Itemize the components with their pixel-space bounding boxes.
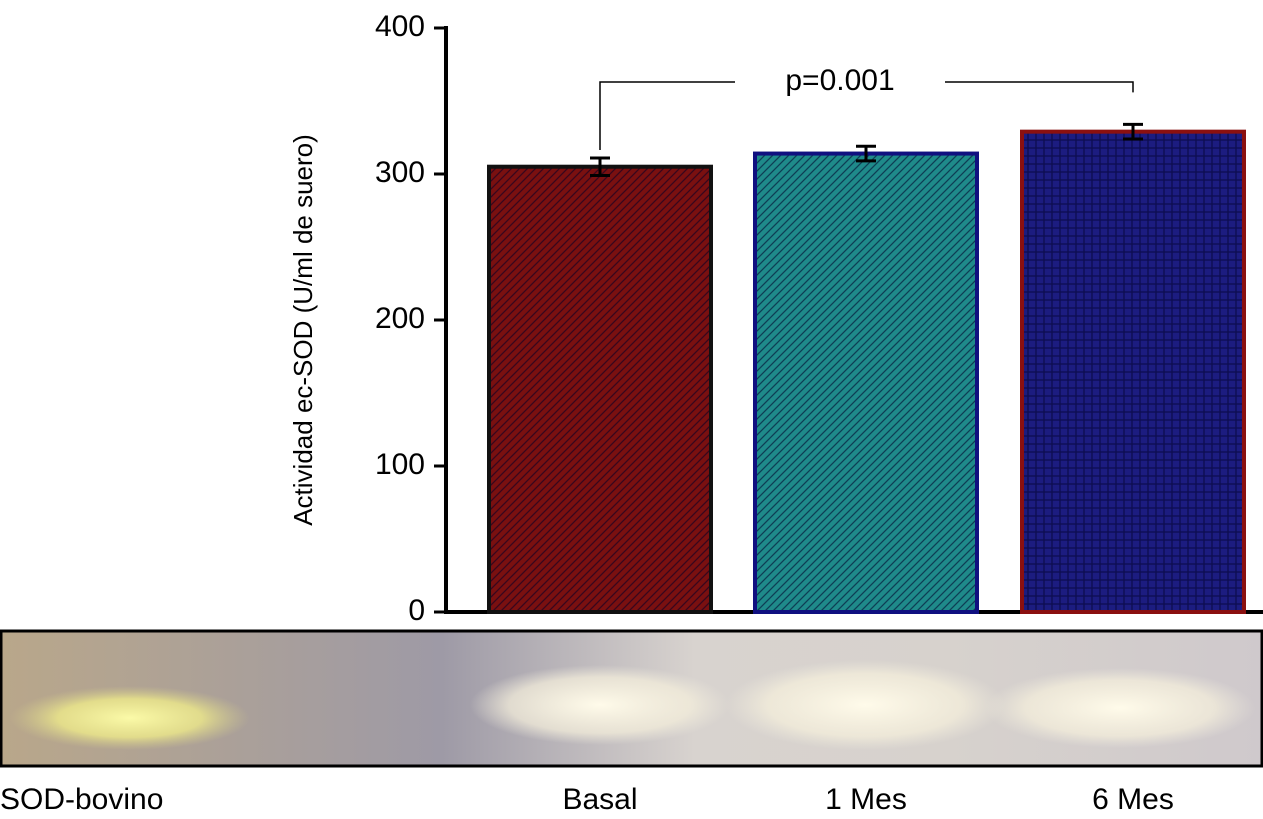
gel-lane-label: SOD-bovino [0, 783, 163, 816]
y-axis-title: Actividad ec-SOD (U/ml de suero) [288, 134, 318, 526]
bar [489, 167, 711, 612]
x-tick-label: Basal [562, 783, 637, 816]
x-tick-label: 1 Mes [825, 783, 907, 816]
bar [755, 154, 977, 612]
y-tick-label: 400 [375, 10, 425, 43]
y-tick-label: 300 [375, 156, 425, 189]
chart: Actividad ec-SOD (U/ml de suero) SOD-bov… [0, 0, 1263, 819]
annotation: p=0.001 [785, 64, 894, 97]
page: {"chart_data": {"type": "bar", "y_label"… [0, 0, 1263, 819]
y-tick-label: 200 [375, 302, 425, 335]
gel-image [1, 631, 1262, 766]
bar [1022, 132, 1244, 612]
y-tick-label: 100 [375, 448, 425, 481]
x-tick-label: 6 Mes [1092, 783, 1174, 816]
y-tick-label: 0 [408, 594, 425, 627]
